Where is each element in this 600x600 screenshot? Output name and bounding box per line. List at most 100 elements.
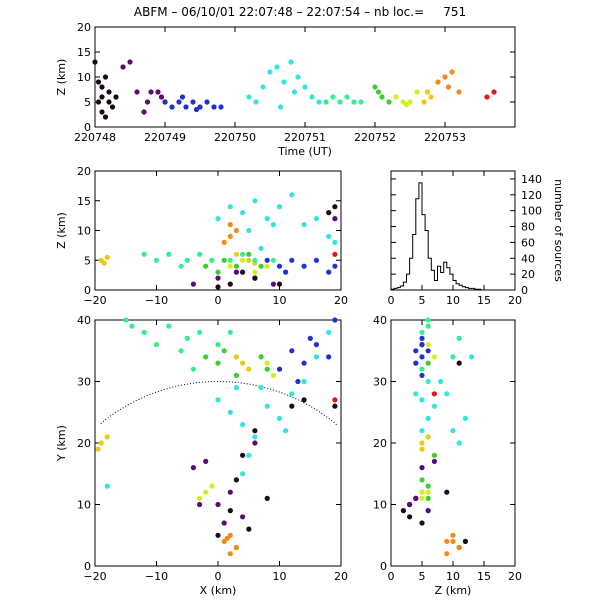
source-point [264, 257, 270, 263]
source-point [153, 257, 160, 263]
source-point [469, 354, 475, 360]
source-point [215, 275, 221, 281]
source-point [337, 99, 343, 105]
source-point [291, 89, 298, 95]
source-point [134, 89, 140, 95]
histogram-outline [390, 182, 488, 291]
source-point [400, 508, 406, 514]
x-tick-label: 220750 [214, 131, 256, 144]
source-point [456, 440, 462, 446]
source-point [253, 99, 259, 105]
source-point [444, 391, 450, 397]
source-point [215, 360, 221, 366]
source-point [233, 354, 239, 360]
source-point [419, 342, 425, 348]
y-tick-label: 0 [521, 284, 528, 297]
figure-title: ABFM – 06/10/01 22:07:48 – 22:07:54 – nb… [134, 5, 466, 19]
x-axis-label: X (km) [200, 584, 237, 597]
source-point [419, 465, 425, 471]
source-point [240, 257, 246, 263]
source-point [444, 489, 450, 495]
source-point [215, 269, 221, 275]
source-point [283, 269, 289, 275]
source-point [330, 94, 336, 100]
source-point [240, 251, 246, 257]
source-point [375, 89, 382, 95]
source-point [102, 114, 109, 120]
source-point [252, 440, 258, 446]
y-tick-label: 60 [521, 236, 535, 249]
x-tick-label: 15 [477, 570, 491, 583]
source-point [424, 89, 431, 95]
source-point [419, 446, 425, 452]
source-point [246, 94, 252, 100]
source-point [425, 360, 431, 366]
source-point [281, 79, 287, 85]
source-point [218, 104, 224, 110]
source-point [158, 94, 165, 100]
y-tick-label: 100 [521, 205, 542, 218]
y-tick-label: 40 [521, 252, 535, 265]
y-tick-label: 0 [84, 121, 91, 134]
source-point [301, 360, 307, 366]
source-point [419, 428, 425, 434]
source-point [240, 452, 246, 458]
source-point [332, 403, 338, 409]
source-point [240, 514, 246, 520]
source-point [197, 495, 203, 501]
source-point [379, 94, 385, 100]
y-tick-label: 20 [77, 437, 91, 450]
source-point [221, 257, 227, 263]
source-point [246, 366, 252, 372]
source-point [270, 222, 276, 228]
source-point [252, 257, 258, 263]
source-point [431, 458, 437, 464]
source-point [221, 239, 227, 245]
source-point [260, 84, 266, 90]
source-point [233, 251, 239, 257]
y-tick-label: 0 [84, 284, 91, 297]
source-point [227, 222, 233, 228]
source-point [246, 526, 252, 532]
source-point [419, 440, 425, 446]
x-tick-label: 220752 [354, 131, 396, 144]
x-tick-label: 5 [419, 570, 426, 583]
histogram-bar [441, 273, 444, 290]
x-tick-label: 15 [477, 294, 491, 307]
source-point [419, 329, 425, 335]
source-point [326, 354, 332, 360]
source-point [413, 495, 419, 501]
source-point [233, 263, 239, 269]
y-tick-label: 120 [521, 189, 542, 202]
source-point [326, 233, 332, 239]
y-axis-label: Y (km) [55, 425, 68, 462]
source-point [183, 104, 189, 110]
x-height-panel: −20 −10 0 10 20 0 5 10 15 20 Z (km) [55, 165, 348, 307]
source-point [450, 532, 456, 538]
source-point [178, 348, 184, 354]
source-point [289, 257, 295, 263]
source-point [276, 366, 283, 372]
source-point [162, 99, 168, 105]
source-point [246, 251, 252, 257]
source-point [425, 489, 431, 495]
source-point [127, 59, 133, 65]
source-point [227, 489, 233, 495]
source-point [203, 458, 209, 464]
source-point [456, 335, 462, 341]
source-point [431, 403, 437, 409]
range-circle [99, 380, 337, 426]
source-point [227, 551, 233, 557]
source-point [425, 342, 431, 348]
source-point [301, 378, 307, 385]
source-point [197, 251, 203, 257]
source-point [419, 335, 425, 341]
source-point [193, 106, 200, 113]
source-point [233, 269, 239, 275]
source-point [270, 257, 276, 263]
source-point [295, 74, 301, 80]
y-tick-label: 30 [373, 376, 387, 389]
source-point [264, 216, 270, 222]
y-tick-label: 10 [77, 225, 91, 238]
source-point [313, 354, 319, 360]
